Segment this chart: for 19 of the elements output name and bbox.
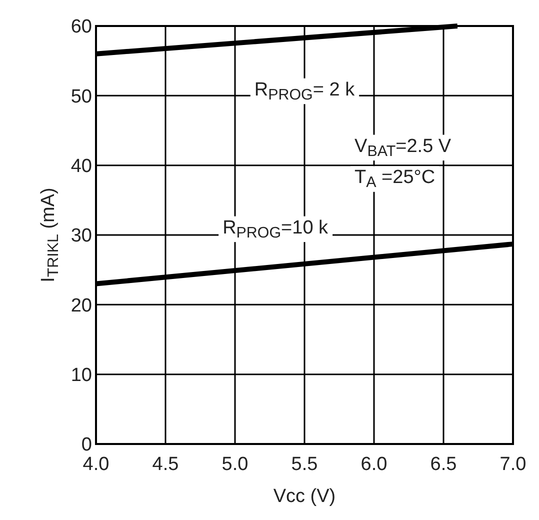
y-tick-label: 30 [70, 226, 92, 247]
annotation: T$_{A}$ =25°C [354, 167, 436, 191]
x-tick-label: 5.0 [222, 454, 248, 475]
annotation: R$_{PROG}$= 2 k [254, 79, 356, 104]
x-tick-label: 6.0 [360, 454, 388, 475]
y-tick-label: 40 [70, 156, 92, 177]
annotation: R$_{PROG}$=10 k [222, 217, 329, 242]
y-tick-label: 50 [70, 86, 92, 108]
x-tick-label: 4.0 [82, 454, 110, 475]
x-tick-label: 6.5 [430, 454, 457, 475]
annotation: V$_{BAT}$=2.5 V [354, 136, 452, 160]
x-tick-label: 5.5 [291, 454, 318, 475]
x-tick-label: 7.0 [500, 454, 526, 475]
x-tick-label: 4.5 [152, 454, 179, 475]
x-axis-title: Vcc (V) [273, 486, 336, 507]
y-tick-label: 0 [81, 434, 92, 456]
y-tick-label: 20 [70, 295, 92, 316]
y-tick-label: 10 [70, 364, 92, 386]
y-tick-label: 60 [70, 16, 92, 38]
